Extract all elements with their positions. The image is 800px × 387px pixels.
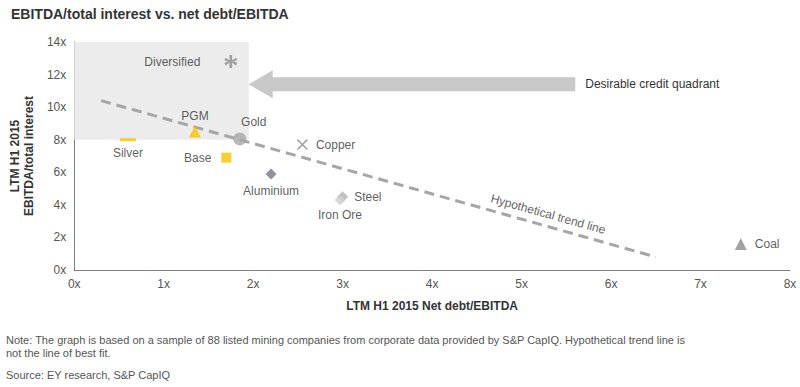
svg-text:8x: 8x: [784, 277, 797, 291]
svg-text:0x: 0x: [54, 263, 67, 277]
svg-text:LTM H1 2015 Net debt/EBITDA: LTM H1 2015 Net debt/EBITDA: [346, 299, 518, 313]
svg-text:0x: 0x: [68, 277, 81, 291]
svg-text:Note: The graph is based on a: Note: The graph is based on a sample of …: [6, 334, 685, 346]
svg-text:2x: 2x: [54, 230, 67, 244]
svg-text:4x: 4x: [54, 198, 67, 212]
svg-text:not the line of best fit.: not the line of best fit.: [6, 347, 111, 359]
svg-text:7x: 7x: [694, 277, 707, 291]
svg-text:12x: 12x: [47, 68, 66, 82]
svg-text:8x: 8x: [54, 133, 67, 147]
svg-text:Iron Ore: Iron Ore: [318, 208, 362, 222]
svg-text:14x: 14x: [47, 35, 66, 49]
svg-text:LTM H1 2015: LTM H1 2015: [8, 119, 22, 192]
svg-text:Copper: Copper: [316, 138, 355, 152]
svg-text:6x: 6x: [54, 165, 67, 179]
svg-text:Source: EY research, S&P CapIQ: Source: EY research, S&P CapIQ: [6, 369, 171, 381]
svg-text:Coal: Coal: [755, 237, 780, 251]
svg-text:Gold: Gold: [241, 115, 266, 129]
svg-text:Base: Base: [184, 151, 212, 165]
svg-text:Steel: Steel: [354, 190, 381, 204]
svg-text:PGM: PGM: [181, 109, 208, 123]
svg-text:5x: 5x: [515, 277, 528, 291]
svg-text:6x: 6x: [605, 277, 618, 291]
svg-text:Silver: Silver: [113, 146, 143, 160]
svg-text:Desirable credit quadrant: Desirable credit quadrant: [585, 77, 720, 91]
svg-text:3x: 3x: [336, 277, 349, 291]
svg-text:Diversified: Diversified: [144, 55, 200, 69]
svg-text:EBITDA/total interest vs. net: EBITDA/total interest vs. net debt/EBITD…: [11, 6, 289, 22]
svg-text:4x: 4x: [426, 277, 439, 291]
svg-text:EBITDA/total interest: EBITDA/total interest: [22, 96, 36, 216]
svg-text:Aluminium: Aluminium: [243, 184, 299, 198]
svg-text:Hypothetical trend line: Hypothetical trend line: [489, 191, 607, 237]
svg-text:1x: 1x: [157, 277, 170, 291]
svg-text:2x: 2x: [247, 277, 260, 291]
svg-text:10x: 10x: [47, 100, 66, 114]
